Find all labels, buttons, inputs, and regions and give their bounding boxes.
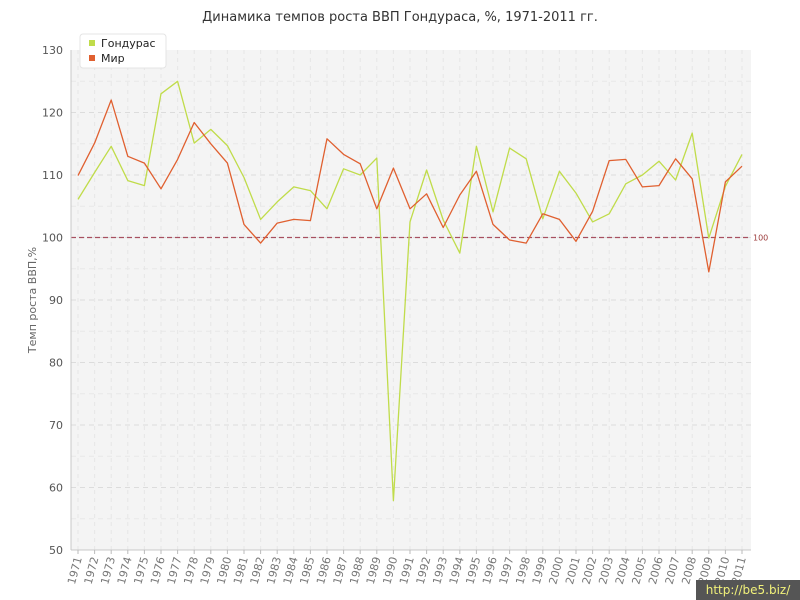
legend-box [79,33,167,69]
grid [71,50,751,550]
reference-line-group: 100 [71,234,768,243]
legend-label-world: Мир [101,52,125,65]
legend-swatch-honduras [89,40,95,46]
plot-area [71,50,751,550]
y-tick-label: 120 [42,107,63,120]
y-tick-label: 60 [49,482,63,495]
reference-line-label: 100 [753,234,768,243]
series-line-honduras [77,80,743,502]
y-tick-label: 130 [42,44,63,57]
series-lines [77,80,743,502]
y-tick-label: 90 [49,294,63,307]
watermark: http://be5.biz/ [696,580,800,600]
y-tick-labels: 50 60 70 80 90 100 110 120 130 [42,44,63,557]
legend-label-honduras: Гондурас [101,37,156,50]
legend-swatch-world [89,55,95,61]
x-tick-labels: 1971197219731974197519761977197819791980… [65,550,749,586]
y-tick-label: 110 [42,169,63,182]
y-tick-label: 80 [49,357,63,370]
series-line-world [77,99,743,273]
y-tick-label: 50 [49,544,63,557]
y-axis-label: Темп роста ВВП,% [26,247,39,354]
chart-title: Динамика темпов роста ВВП Гондураса, %, … [202,10,598,25]
legend: Гондурас Мир [79,33,167,69]
axes [70,50,751,551]
y-tick-label: 70 [49,419,63,432]
y-tick-label: 100 [42,232,63,245]
